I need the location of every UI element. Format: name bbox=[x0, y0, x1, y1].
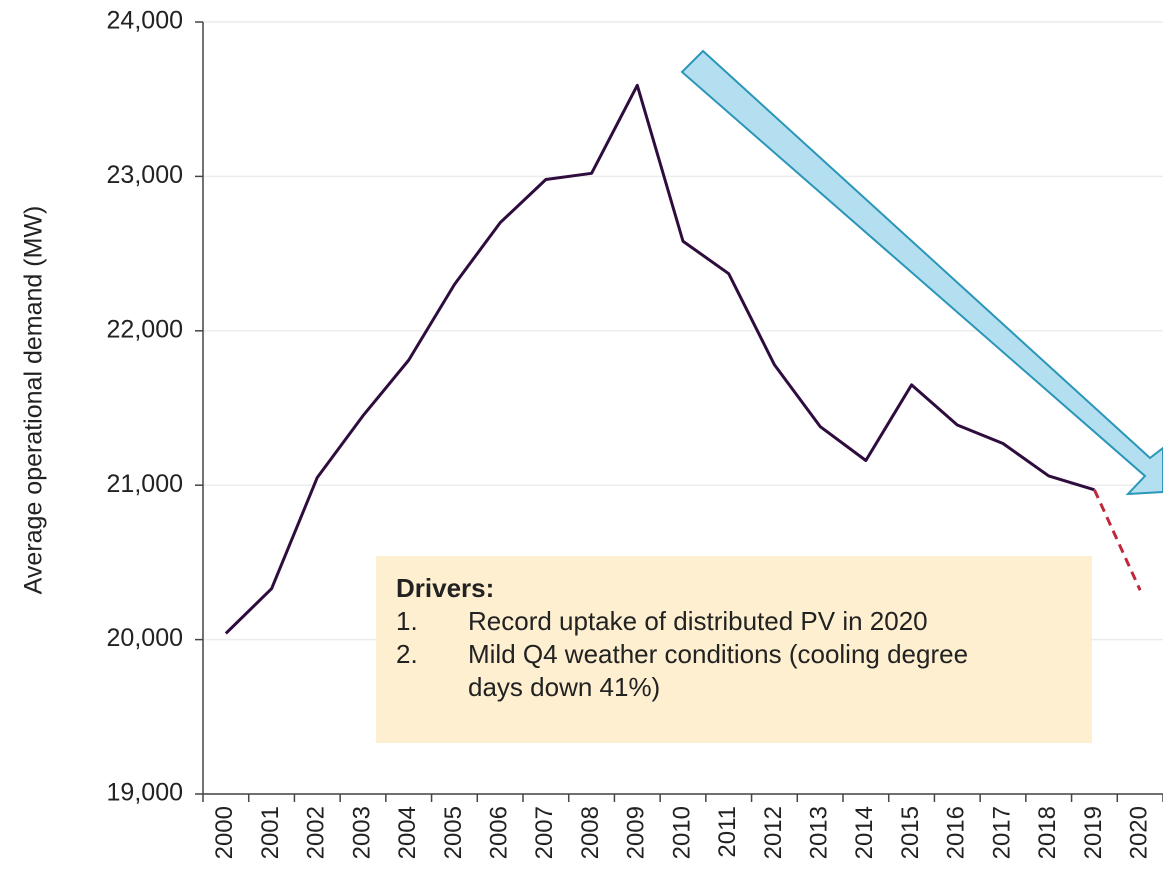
x-tick-label: 2010 bbox=[668, 806, 695, 859]
annotation-title: Drivers: bbox=[396, 573, 495, 603]
x-tick-label: 2008 bbox=[577, 806, 604, 859]
x-tick-label: 2002 bbox=[303, 806, 330, 859]
y-tick-label: 24,000 bbox=[107, 7, 183, 35]
x-tick-label: 2018 bbox=[1034, 806, 1061, 859]
item-number: 2. bbox=[396, 639, 418, 669]
data-line bbox=[224, 83, 1095, 635]
x-tick-label: 2020 bbox=[1125, 806, 1152, 859]
x-tick-label: 2015 bbox=[897, 806, 924, 859]
x-tick-label: 2012 bbox=[760, 806, 787, 859]
y-tick-label: 20,000 bbox=[107, 624, 183, 652]
y-axis-label: Average operational demand (MW) bbox=[20, 206, 48, 595]
x-tick-label: 2006 bbox=[485, 806, 512, 859]
item-text: Record uptake of distributed PV in 2020 bbox=[468, 606, 928, 636]
annotation-box: Drivers: 1. Record uptake of distributed … bbox=[376, 556, 1092, 743]
x-tick-label: 2019 bbox=[1080, 806, 1107, 859]
x-tick-label: 2000 bbox=[211, 806, 238, 859]
item-number: 1. bbox=[396, 606, 418, 636]
y-tick-label: 23,000 bbox=[107, 161, 183, 189]
x-tick-label: 2017 bbox=[988, 806, 1015, 859]
y-tick-label: 19,000 bbox=[107, 779, 183, 807]
annotation-item: 1. Record uptake of distributed PV in 202… bbox=[396, 605, 1072, 638]
x-tick-label: 2013 bbox=[805, 806, 832, 859]
item-text: Mild Q4 weather conditions (cooling degr… bbox=[468, 639, 969, 702]
x-tick-label: 2009 bbox=[623, 806, 650, 859]
x-tick-label: 2001 bbox=[257, 806, 284, 859]
data-line bbox=[1093, 489, 1142, 591]
x-tick-label: 2004 bbox=[394, 806, 421, 859]
x-tick-label: 2003 bbox=[348, 806, 375, 859]
x-tick-label: 2005 bbox=[440, 806, 467, 859]
annotation-item: 2. Mild Q4 weather conditions (cooling de… bbox=[396, 638, 1072, 704]
x-tick-label: 2007 bbox=[531, 806, 558, 859]
x-tick-label: 2011 bbox=[714, 806, 741, 858]
x-tick-label: 2016 bbox=[943, 806, 970, 859]
y-tick-label: 21,000 bbox=[107, 470, 183, 498]
trend-arrow bbox=[680, 49, 1163, 496]
x-tick-label: 2014 bbox=[851, 806, 878, 859]
y-tick-label: 22,000 bbox=[107, 315, 183, 343]
